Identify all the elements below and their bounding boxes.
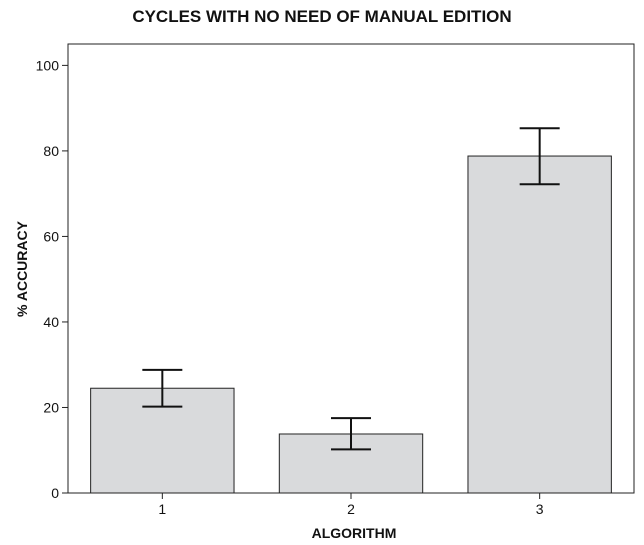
x-axis-ticks: 1 2 3 [158,493,544,517]
x-tick-label: 1 [158,501,166,517]
bars-layer [90,155,612,494]
y-axis-ticks: 0 20 40 60 80 100 [36,57,68,501]
x-tick-label: 3 [536,501,544,517]
bar-algorithm-3 [467,155,612,494]
y-tick-label: 40 [43,314,59,330]
errorbars-layer [142,127,560,451]
chart-title: CYCLES WITH NO NEED OF MANUAL EDITION [132,7,511,26]
x-axis-label: ALGORITHM [312,525,397,541]
x-tick-label: 2 [347,501,355,517]
y-tick-label: 20 [43,399,59,415]
y-axis-label: % ACCURACY [14,220,30,317]
y-tick-label: 60 [43,228,59,244]
y-tick-label: 100 [36,57,60,73]
y-tick-label: 80 [43,143,59,159]
y-tick-label: 0 [51,485,59,501]
